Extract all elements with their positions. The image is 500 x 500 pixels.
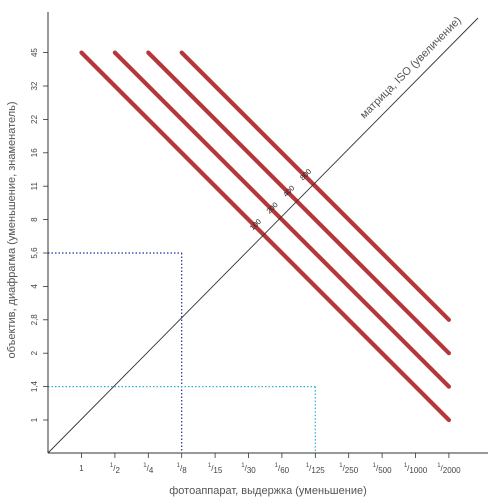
x-tick-label: 1/125 bbox=[306, 463, 325, 475]
x-tick-label: 1/4 bbox=[143, 463, 154, 475]
x-tick-label: 1/500 bbox=[373, 463, 392, 475]
x-axis-ticks: 1 1/2 1/4 1/8 1/15 1/30 1/60 1/125 1/250 1/500 1/1… bbox=[79, 453, 461, 475]
y-tick-label: 1,4 bbox=[30, 380, 39, 392]
x-tick-label: 1/60 bbox=[275, 463, 290, 475]
y-tick-label: 5,6 bbox=[30, 247, 39, 259]
iso-line-800 bbox=[179, 50, 451, 322]
y-axis-title: объектив, диафрагма (уменьшение, знамена… bbox=[6, 101, 18, 358]
x-tick-label: 1 bbox=[79, 464, 84, 473]
x-tick-label: 1/250 bbox=[339, 463, 358, 475]
x-tick-label: 1/2 bbox=[110, 463, 121, 475]
x-tick-label: 1/2000 bbox=[437, 463, 461, 475]
y-tick-label: 45 bbox=[30, 48, 39, 57]
axes bbox=[47, 12, 488, 454]
y-tick-label: 2,8 bbox=[30, 314, 39, 326]
y-tick-label: 2 bbox=[30, 350, 39, 355]
x-tick-label: 1/30 bbox=[241, 463, 256, 475]
x-tick-label: 1/8 bbox=[177, 463, 188, 475]
iso-line-200 bbox=[112, 50, 451, 389]
y-tick-label: 16 bbox=[30, 148, 39, 157]
iso-line-100 bbox=[79, 50, 451, 423]
iso-lines bbox=[79, 50, 451, 423]
iso-diagonal-axis bbox=[47, 17, 479, 454]
iso-line-400 bbox=[146, 50, 451, 356]
y-tick-label: 8 bbox=[30, 217, 39, 222]
iso-axis-title: матрица, ISO (увеличение) bbox=[358, 15, 464, 122]
y-tick-label: 22 bbox=[30, 114, 39, 123]
guide-lines bbox=[48, 252, 316, 453]
y-axis-ticks: 1 1,4 2 2,8 4 5,6 8 11 16 22 32 45 bbox=[30, 48, 48, 422]
y-tick-label: 1 bbox=[30, 417, 39, 422]
y-tick-label: 11 bbox=[30, 182, 39, 191]
y-tick-label: 4 bbox=[30, 284, 39, 289]
y-tick-label: 32 bbox=[30, 81, 39, 90]
x-axis-title: фотоаппарат, выдержка (уменьшение) bbox=[169, 485, 367, 497]
x-tick-label: 1/1000 bbox=[404, 463, 428, 475]
x-tick-label: 1/15 bbox=[208, 463, 223, 475]
